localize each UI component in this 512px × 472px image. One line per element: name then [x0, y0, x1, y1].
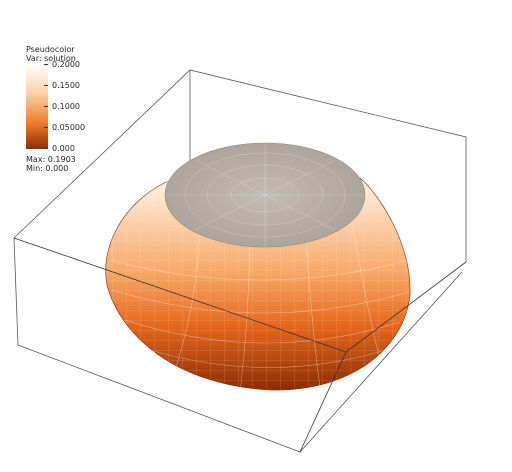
legend-tick-label: 0.05000 [52, 123, 86, 132]
bounding-box-front [13, 237, 467, 453]
legend-colorbar [26, 64, 48, 149]
legend-tick-label: 0.1500 [52, 81, 80, 90]
legend-tick-label: 0.000 [52, 144, 75, 153]
legend-tick-label: 0.2000 [52, 60, 80, 69]
solution-surface [105, 142, 411, 391]
legend-tick [44, 64, 48, 65]
legend-tick [44, 106, 48, 107]
legend-min: Min: 0.000 [26, 164, 69, 173]
legend-tick [44, 148, 48, 149]
legend-title: Pseudocolor [26, 45, 75, 54]
legend-variable: Var: solution [26, 54, 76, 63]
legend-tick [44, 85, 48, 86]
legend-max: Max: 0.1903 [26, 155, 76, 164]
legend-tick-label: 0.1000 [52, 102, 80, 111]
legend-tick [44, 127, 48, 128]
